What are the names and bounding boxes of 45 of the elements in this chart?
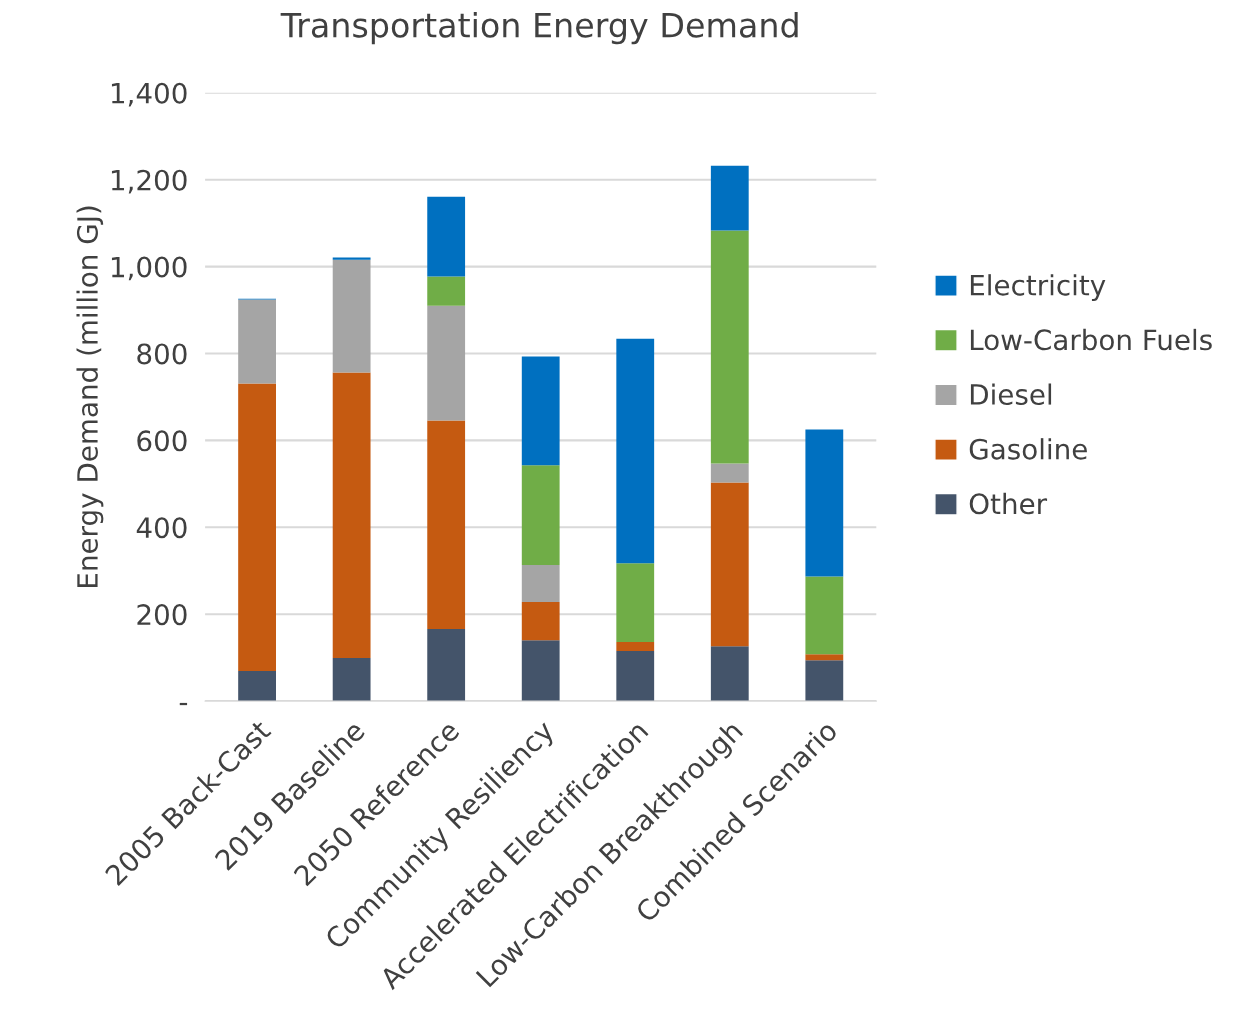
y-tick-label: 200 [137,604,187,626]
bar [616,338,655,564]
legend-label: Diesel [970,383,1052,405]
legend-label: Low-Carbon Fuels [970,328,1212,351]
bar [805,429,844,577]
bar [332,658,371,702]
bar [332,259,371,373]
bar [616,641,655,652]
bar [332,257,371,260]
bar [521,565,560,603]
y-axis-title: Energy Demand (million GJ) [76,206,104,587]
bar [710,646,749,702]
y-tick-label: 600 [137,430,187,452]
bar [616,651,655,702]
bar [238,299,276,384]
y-tick-label: 1,200 [111,169,187,194]
y-tick-label: 800 [137,343,187,365]
y-tick-label: - [179,702,188,706]
bar [427,305,466,421]
bar [805,660,844,702]
legend-label: Gasoline [969,438,1087,460]
bar [521,356,560,466]
chart-title: Transportation Energy Demand [280,11,798,45]
bar [427,628,466,702]
bar [521,465,560,566]
bar [710,482,749,647]
bar [427,276,466,306]
bar [332,372,371,659]
bar [805,576,844,655]
bar [427,420,466,629]
bar [238,671,276,702]
legend-label: Other [969,492,1048,515]
bar [238,383,276,672]
bar [710,463,749,483]
bar [616,563,655,642]
bar [427,196,466,277]
y-tick-label: 1,000 [111,256,187,281]
bar [710,165,749,231]
bar [521,640,560,702]
legend-label: Electricity [970,274,1106,302]
bar [805,654,844,661]
bar [710,230,749,464]
y-tick-label: 400 [136,517,187,539]
y-tick-label: 1,400 [111,82,187,107]
bar [521,602,560,641]
